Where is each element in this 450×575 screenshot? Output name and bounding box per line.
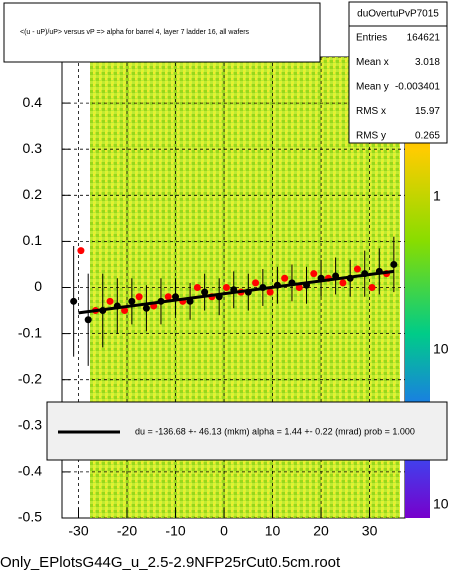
stat-name: RMS y	[356, 131, 386, 142]
data-point	[339, 279, 347, 287]
stat-name: Mean y	[356, 82, 389, 93]
y-tick-label: 0.4	[23, 94, 43, 110]
y-tick-label: -0.5	[18, 509, 42, 525]
stats-box	[348, 1, 448, 144]
data-point	[390, 260, 398, 268]
x-tick-label: -30	[68, 523, 88, 539]
stat-value: 3.018	[415, 57, 440, 68]
stat-value: 15.97	[415, 106, 440, 117]
x-tick-label: 10	[265, 523, 281, 539]
y-tick-label: 0.1	[23, 232, 43, 248]
data-point	[281, 274, 289, 282]
y-tick-label: 0.3	[23, 140, 43, 156]
colorbar-label: 1	[433, 188, 441, 204]
data-point	[142, 304, 150, 312]
y-tick-label: -0.3	[18, 417, 42, 433]
data-point	[295, 284, 303, 291]
chart-title: <(u - uP)/uP> versus vP => alpha for bar…	[20, 29, 250, 36]
stat-value: 164621	[407, 33, 441, 44]
data-point	[201, 288, 209, 296]
colorbar-label: 10	[433, 496, 449, 512]
fit-line	[78, 269, 395, 315]
data-point	[84, 316, 92, 324]
y-tick-label: -0.2	[18, 370, 42, 386]
data-point	[222, 284, 230, 291]
x-tick-label: -20	[117, 523, 137, 539]
y-tick-label: -0.4	[18, 463, 42, 479]
data-point	[164, 293, 172, 301]
y-tick-label: 0	[34, 278, 42, 294]
data-point	[193, 284, 201, 291]
stat-name: RMS x	[356, 106, 386, 117]
stat-value: 0.265	[415, 131, 440, 142]
legend-label: du = -136.68 +- 46.13 (mkm) alpha = 1.44…	[135, 426, 415, 436]
footer: Only_EPlotsG44G_u_2.5-2.9NFP25rCut0.5cm.…	[0, 554, 341, 571]
data-point	[70, 297, 78, 305]
y-tick-label: 0.2	[23, 186, 43, 202]
x-tick-label: 30	[362, 523, 378, 539]
data-point	[135, 293, 143, 301]
stat-name: Entries	[356, 33, 387, 44]
x-tick-label: 0	[220, 523, 228, 539]
data-point	[77, 247, 85, 255]
data-point	[353, 265, 361, 273]
stats-title: duOvertuPvP7015	[357, 9, 439, 20]
data-point	[368, 284, 376, 291]
x-tick-label: 20	[313, 523, 329, 539]
y-tick-label: -0.1	[18, 324, 42, 340]
stat-value: -0.003401	[395, 82, 440, 93]
data-point	[266, 288, 274, 296]
data-point	[310, 270, 318, 278]
stat-name: Mean x	[356, 57, 389, 68]
data-point	[106, 297, 114, 305]
title-box	[3, 2, 321, 63]
data-point	[128, 297, 136, 305]
colorbar-label: 10	[433, 341, 449, 357]
data-point	[252, 279, 260, 287]
x-tick-label: -10	[165, 523, 185, 539]
data-point	[121, 307, 129, 315]
